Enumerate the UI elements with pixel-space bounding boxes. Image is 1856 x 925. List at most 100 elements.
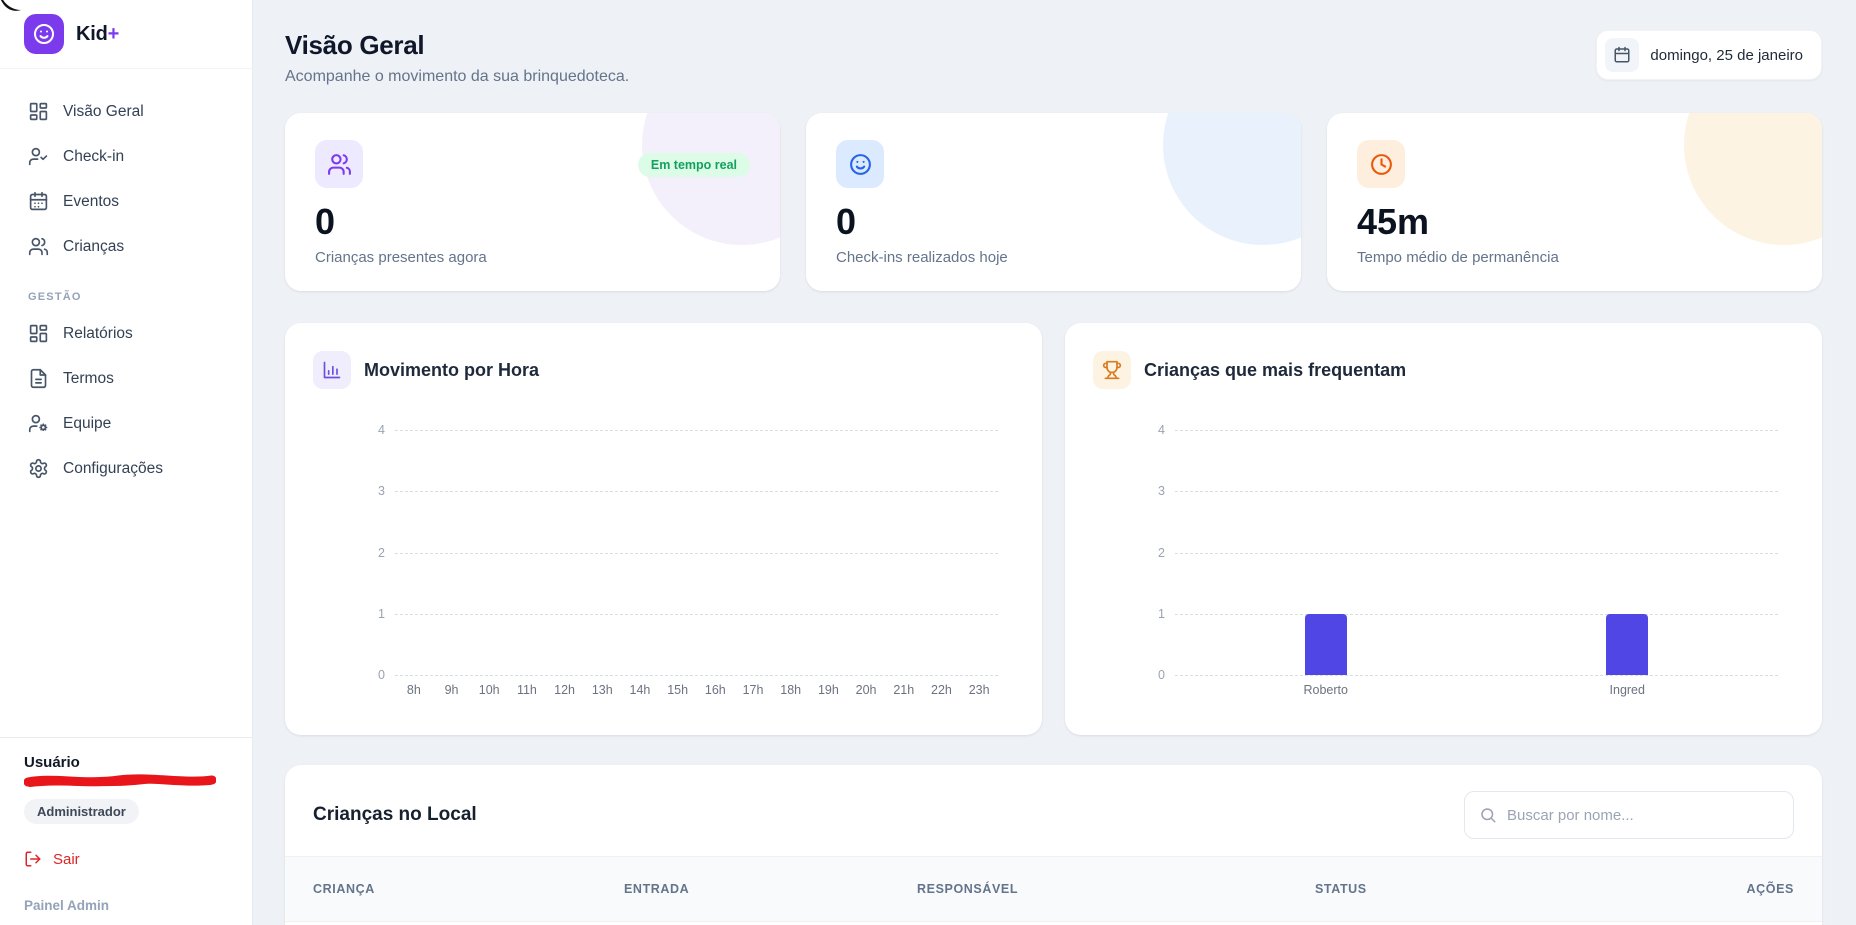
page-subtitle: Acompanhe o movimento da sua brinquedote…	[285, 68, 630, 85]
search-input[interactable]	[1507, 806, 1779, 824]
sidebar-item-label: Visão Geral	[63, 102, 144, 120]
column-header-acoes: AÇÕES	[1746, 882, 1794, 896]
y-tick-label: 2	[1158, 545, 1165, 560]
chart-title: Crianças que mais frequentam	[1144, 359, 1407, 380]
gridline	[1175, 552, 1778, 554]
panel-footer-label: Painel Admin	[24, 898, 110, 913]
chart-card-top-children: Crianças que mais frequentam 0 1 2 3 4 Rober…	[1065, 323, 1822, 735]
x-tick-label: 19h	[817, 683, 839, 697]
sidebar-item-termos[interactable]: Termos	[12, 356, 240, 401]
table-header-row: CRIANÇA ENTRADA RESPONSÁVEL STATUS AÇÕES	[285, 856, 1822, 922]
sidebar-item-relatorios[interactable]: Relatórios	[12, 311, 240, 356]
file-text-icon	[28, 368, 49, 389]
brand: Kid+	[0, 0, 252, 69]
x-tick-label: 22h	[931, 683, 952, 697]
children-on-site-card: Crianças no Local CRIANÇA ENTRADA RESPONSÁ…	[285, 765, 1822, 925]
stat-label: Tempo médio de permanência	[1357, 249, 1559, 266]
x-tick-label: Roberto	[1303, 683, 1348, 697]
chart-title: Movimento por Hora	[364, 359, 540, 380]
sidebar-item-configuracoes[interactable]: Configurações	[12, 446, 240, 491]
stat-label: Check-ins realizados hoje	[836, 249, 1008, 266]
main-content: Visão Geral Acompanhe o movimento da sua…	[253, 0, 1856, 925]
y-tick-label: 2	[378, 545, 385, 560]
trophy-icon	[1093, 351, 1131, 389]
bar-roberto	[1304, 613, 1347, 675]
y-tick-label: 4	[1158, 423, 1165, 437]
sidebar-item-label: Relatórios	[63, 324, 133, 342]
x-tick-label: 20h	[855, 683, 877, 697]
y-tick-label: 0	[1158, 668, 1165, 682]
x-tick-label: 12h	[554, 683, 576, 697]
stat-card-present-now: Em tempo real 0 Crianças presentes agora	[285, 113, 780, 291]
stat-value: 0	[836, 201, 857, 242]
gridline	[395, 675, 998, 676]
y-tick-label: 3	[378, 484, 385, 499]
smiley-icon	[836, 140, 884, 188]
y-tick-label: 4	[378, 423, 385, 437]
sidebar-user-block: Usuário Administrador Sair Painel Admin	[0, 737, 252, 925]
x-tick-label: 15h	[667, 683, 689, 697]
brand-name: Kid+	[76, 22, 120, 45]
gridline	[395, 552, 998, 554]
sidebar-item-eventos[interactable]: Eventos	[12, 179, 240, 224]
sidebar-item-visao-geral[interactable]: Visão Geral	[12, 89, 240, 134]
column-header-status: STATUS	[1315, 882, 1367, 896]
clock-icon	[1357, 140, 1405, 188]
page-header: Visão Geral Acompanhe o movimento da sua…	[285, 30, 1822, 86]
calendar-icon	[1605, 38, 1640, 72]
stat-value: 0	[315, 201, 336, 242]
gridline	[395, 430, 998, 431]
logout-label: Sair	[53, 850, 80, 868]
gridline	[1175, 491, 1778, 493]
x-tick-label: 16h	[704, 683, 726, 697]
page-title: Visão Geral	[285, 30, 425, 60]
brand-smiley-icon	[24, 14, 64, 54]
gridline	[1175, 675, 1778, 676]
children-icon	[315, 140, 363, 188]
column-header-responsavel: RESPONSÁVEL	[917, 882, 1019, 896]
stat-card-average-stay: 45m Tempo médio de permanência	[1327, 113, 1822, 291]
chart-card-movement-by-hour: Movimento por Hora 0 1 2 3 4 8h 9h 10h 11h 12h 13…	[285, 323, 1042, 735]
bar-chart-icon	[313, 351, 351, 389]
sidebar-item-check-in[interactable]: Check-in	[12, 134, 240, 179]
x-tick-label: 18h	[780, 683, 802, 697]
sidebar-item-label: Crianças	[63, 237, 125, 255]
gridline	[395, 613, 998, 615]
sidebar-nav: Visão Geral Check-in Eventos Crianças GESTÃ…	[0, 69, 252, 737]
hourly-movement-chart: 0 1 2 3 4	[313, 423, 1014, 682]
users-icon	[28, 236, 49, 257]
sidebar-item-label: Configurações	[63, 459, 163, 477]
column-header-crianca: CRIANÇA	[313, 882, 375, 896]
y-tick-label: 1	[1158, 606, 1165, 621]
x-tick-label: 11h	[516, 683, 537, 697]
redacted-email-scribble	[24, 774, 216, 787]
date-text: domingo, 25 de janeiro	[1650, 46, 1803, 64]
stat-value: 45m	[1357, 201, 1430, 242]
dashboard-icon	[28, 323, 49, 344]
sidebar-item-label: Eventos	[63, 192, 120, 210]
nav-section-label: GESTÃO	[28, 291, 82, 303]
search-box[interactable]	[1464, 791, 1794, 839]
x-tick-label: 13h	[591, 683, 613, 697]
sidebar-item-equipe[interactable]: Equipe	[12, 401, 240, 446]
user-name: Usuário	[24, 754, 80, 771]
logout-icon	[25, 851, 41, 867]
stats-row: Em tempo real 0 Crianças presentes agora…	[285, 113, 1822, 291]
stat-label: Crianças presentes agora	[315, 249, 487, 266]
x-tick-label: 10h	[478, 683, 500, 697]
user-check-icon	[28, 146, 49, 167]
top-children-chart: 0 1 2 3 4	[1093, 423, 1794, 682]
sidebar-item-criancas[interactable]: Crianças	[12, 224, 240, 269]
x-tick-label: 23h	[968, 683, 990, 697]
calendar-icon	[28, 191, 49, 212]
dashboard-icon	[28, 101, 49, 122]
x-tick-label: 8h	[406, 683, 421, 697]
logout-button[interactable]: Sair	[24, 850, 228, 868]
sidebar-item-label: Check-in	[63, 147, 125, 165]
x-tick-label: 14h	[629, 683, 651, 697]
date-chip: domingo, 25 de janeiro	[1596, 30, 1822, 80]
role-badge: Administrador	[24, 799, 139, 824]
sidebar-item-label: Termos	[63, 369, 114, 387]
x-tick-label: 21h	[893, 683, 915, 697]
stat-card-checkins-today: 0 Check-ins realizados hoje	[806, 113, 1301, 291]
